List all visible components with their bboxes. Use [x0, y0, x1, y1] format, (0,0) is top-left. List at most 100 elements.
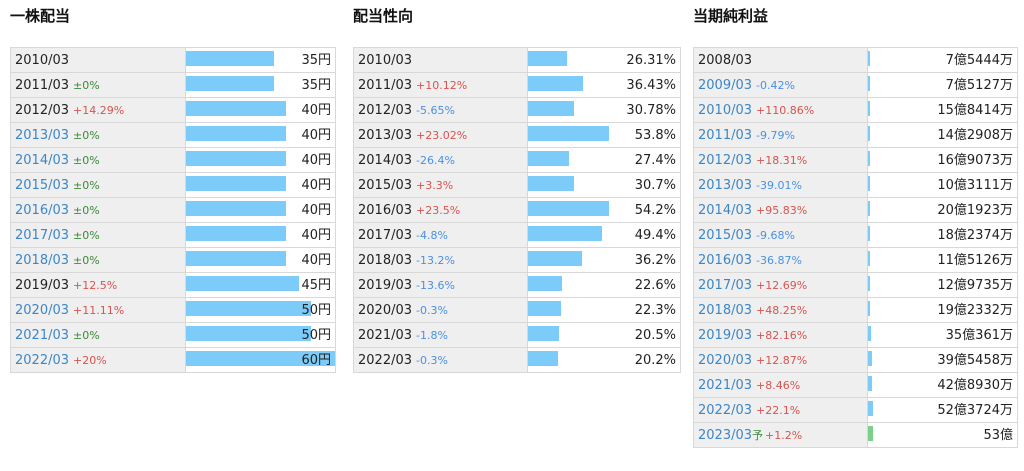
period-link[interactable]: 2020/03 [698, 352, 753, 368]
value-label: 49.4% [634, 228, 676, 243]
period-link[interactable]: 2012/03 [698, 152, 753, 168]
period-link[interactable]: 2016/03 [15, 202, 70, 218]
period-cell[interactable]: 2016/03 -36.87% [693, 247, 868, 273]
period-link[interactable]: 2020/03 [15, 302, 70, 318]
dividend-table: 2010/03 35円 2011/03 ±0% 35円 2012/03 +14.29% 40円… [10, 47, 336, 373]
period-cell[interactable]: 2021/03 ±0% [10, 322, 186, 348]
period-cell[interactable]: 2010/03 +110.86% [693, 97, 868, 123]
table-row: 2023/03予 +1.2% 53億 [693, 422, 1018, 448]
value-bar [186, 51, 274, 66]
value-bar [868, 151, 870, 166]
period-link[interactable]: 2015/03 [698, 227, 753, 243]
table-row: 2013/03 +23.02% 53.8% [353, 122, 681, 148]
period-cell[interactable]: 2015/03 -9.68% [693, 222, 868, 248]
value-label: 15億8414万 [937, 103, 1013, 118]
period-cell[interactable]: 2014/03 +95.83% [693, 197, 868, 223]
change-percent: ±0% [73, 153, 100, 167]
period-cell[interactable]: 2021/03 +8.46% [693, 372, 868, 398]
value-bar [186, 301, 311, 316]
value-bar [528, 101, 574, 116]
value-label: 45円 [301, 278, 331, 293]
period-cell[interactable]: 2020/03 +11.11% [10, 297, 186, 323]
value-label: 40円 [301, 178, 331, 193]
period-cell: 2008/03 [693, 47, 868, 73]
period-cell[interactable]: 2022/03 +22.1% [693, 397, 868, 423]
change-percent: -39.01% [756, 178, 802, 192]
period-cell: 2014/03 -26.4% [353, 147, 528, 173]
value-bar [528, 251, 582, 266]
value-cell: 35円 [185, 47, 336, 73]
period-link[interactable]: 2015/03 [15, 177, 70, 193]
period-link[interactable]: 2013/03 [698, 177, 753, 193]
period-link[interactable]: 2021/03 [698, 377, 753, 393]
value-cell: 40円 [185, 122, 336, 148]
change-percent: +12.5% [73, 278, 118, 292]
value-cell: 42億8930万 [867, 372, 1018, 398]
period-link[interactable]: 2023/03 [698, 428, 753, 443]
value-bar [186, 176, 286, 191]
period-link[interactable]: 2017/03 [698, 277, 753, 293]
forecast-badge: 予 [752, 429, 764, 442]
value-cell: 22.6% [527, 272, 681, 298]
period-link[interactable]: 2018/03 [698, 302, 753, 318]
value-label: 27.4% [634, 153, 676, 168]
value-bar [186, 151, 286, 166]
period-link[interactable]: 2013/03 [15, 127, 70, 143]
period-link[interactable]: 2019/03 [698, 327, 753, 343]
period-cell[interactable]: 2014/03 ±0% [10, 147, 186, 173]
period-cell[interactable]: 2013/03 -39.01% [693, 172, 868, 198]
value-label: 39億5458万 [937, 353, 1013, 368]
value-bar [528, 326, 559, 341]
value-bar [868, 351, 872, 366]
period-cell: 2010/03 [353, 47, 528, 73]
change-percent: -26.4% [416, 153, 455, 167]
period-cell[interactable]: 2023/03予 +1.2% [693, 422, 868, 448]
value-cell: 60円 [186, 348, 336, 373]
change-percent: -36.87% [756, 253, 802, 267]
period-link[interactable]: 2009/03 [698, 77, 753, 93]
period-link[interactable]: 2010/03 [698, 102, 753, 118]
change-percent: +22.1% [756, 403, 801, 417]
period-link[interactable]: 2017/03 [15, 227, 70, 243]
period-link[interactable]: 2016/03 [698, 252, 753, 268]
change-percent: +23.02% [416, 128, 468, 142]
period-link[interactable]: 2022/03 [15, 352, 70, 368]
period-link[interactable]: 2011/03 [698, 127, 753, 143]
value-label: 22.3% [634, 303, 676, 318]
period-link[interactable]: 2021/03 [15, 327, 70, 343]
period-label: 2012/03 [358, 102, 413, 118]
period-link[interactable]: 2022/03 [698, 402, 753, 418]
value-cell: 16億9073万 [867, 147, 1018, 173]
value-bar [528, 351, 558, 366]
period-label: 2020/03 [358, 302, 413, 318]
period-cell[interactable]: 2012/03 +18.31% [693, 147, 868, 173]
period-cell[interactable]: 2015/03 ±0% [10, 172, 186, 198]
period-cell[interactable]: 2009/03 -0.42% [693, 72, 868, 98]
period-link[interactable]: 2014/03 [698, 202, 753, 218]
table-row: 2020/03 -0.3% 22.3% [353, 297, 681, 323]
period-cell: 2012/03 +14.29% [10, 97, 186, 123]
period-cell[interactable]: 2019/03 +82.16% [693, 322, 868, 348]
period-cell[interactable]: 2017/03 +12.69% [693, 272, 868, 298]
change-percent: ±0% [73, 328, 100, 342]
period-cell[interactable]: 2018/03 +48.25% [693, 297, 868, 323]
period-cell[interactable]: 2020/03 +12.87% [693, 347, 868, 373]
table-row: 2022/03 +20% 60円 [10, 347, 336, 373]
value-label: 20.2% [634, 353, 676, 368]
period-cell[interactable]: 2017/03 ±0% [10, 222, 186, 248]
value-cell: 40円 [185, 172, 336, 198]
value-label: 20.5% [634, 328, 676, 343]
period-cell[interactable]: 2016/03 ±0% [10, 197, 186, 223]
table-row: 2012/03 -5.65% 30.78% [353, 97, 681, 123]
period-cell[interactable]: 2018/03 ±0% [10, 247, 186, 273]
period-link[interactable]: 2014/03 [15, 152, 70, 168]
period-cell[interactable]: 2022/03 +20% [10, 347, 186, 373]
change-percent: -0.3% [416, 303, 448, 317]
value-bar [528, 126, 609, 141]
period-cell[interactable]: 2013/03 ±0% [10, 122, 186, 148]
value-cell: 53億 [868, 423, 1018, 448]
period-cell[interactable]: 2011/03 -9.79% [693, 122, 868, 148]
table-row: 2016/03 ±0% 40円 [10, 197, 336, 223]
value-cell: 10億3111万 [867, 172, 1018, 198]
period-link[interactable]: 2018/03 [15, 252, 70, 268]
